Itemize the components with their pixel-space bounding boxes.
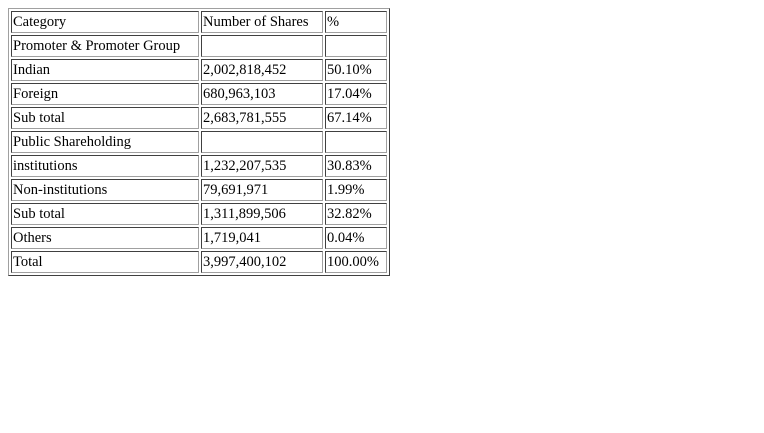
- row-category-cell: Sub total: [11, 107, 199, 129]
- shareholding-table-body: Category Number of Shares % Promoter & P…: [11, 11, 387, 273]
- header-category: Category: [11, 11, 199, 33]
- table-row: Sub total 1,311,899,506 32.82%: [11, 203, 387, 225]
- row-shares-cell: 2,002,818,452: [201, 59, 323, 81]
- row-category-cell: Total: [11, 251, 199, 273]
- row-category-cell: Non-institutions: [11, 179, 199, 201]
- row-shares-cell: 3,997,400,102: [201, 251, 323, 273]
- table-row: Indian 2,002,818,452 50.10%: [11, 59, 387, 81]
- row-shares-cell: 1,311,899,506: [201, 203, 323, 225]
- row-percent-cell: 30.83%: [325, 155, 387, 177]
- row-shares-cell: 79,691,971: [201, 179, 323, 201]
- row-shares-cell: 1,232,207,535: [201, 155, 323, 177]
- shareholding-table: Category Number of Shares % Promoter & P…: [8, 8, 390, 276]
- row-percent-cell: 50.10%: [325, 59, 387, 81]
- row-percent-cell: 0.04%: [325, 227, 387, 249]
- table-row: Public Shareholding: [11, 131, 387, 153]
- table-row: Total 3,997,400,102 100.00%: [11, 251, 387, 273]
- row-percent-cell: 1.99%: [325, 179, 387, 201]
- row-shares-cell: [201, 35, 323, 57]
- row-percent-cell: [325, 131, 387, 153]
- table-row: Others 1,719,041 0.04%: [11, 227, 387, 249]
- row-category-cell: Promoter & Promoter Group: [11, 35, 199, 57]
- row-shares-cell: 1,719,041: [201, 227, 323, 249]
- row-percent-cell: 100.00%: [325, 251, 387, 273]
- header-number-of-shares: Number of Shares: [201, 11, 323, 33]
- row-category-cell: Others: [11, 227, 199, 249]
- header-percent: %: [325, 11, 387, 33]
- row-category-cell: Sub total: [11, 203, 199, 225]
- row-shares-cell: 680,963,103: [201, 83, 323, 105]
- row-category-cell: institutions: [11, 155, 199, 177]
- row-percent-cell: 67.14%: [325, 107, 387, 129]
- row-category-cell: Public Shareholding: [11, 131, 199, 153]
- row-percent-cell: [325, 35, 387, 57]
- row-percent-cell: 32.82%: [325, 203, 387, 225]
- row-category-cell: Indian: [11, 59, 199, 81]
- row-percent-cell: 17.04%: [325, 83, 387, 105]
- row-shares-cell: 2,683,781,555: [201, 107, 323, 129]
- table-row: Sub total 2,683,781,555 67.14%: [11, 107, 387, 129]
- table-row: institutions 1,232,207,535 30.83%: [11, 155, 387, 177]
- row-category-cell: Foreign: [11, 83, 199, 105]
- row-shares-cell: [201, 131, 323, 153]
- table-row: Non-institutions 79,691,971 1.99%: [11, 179, 387, 201]
- table-header-row: Category Number of Shares %: [11, 11, 387, 33]
- table-row: Foreign 680,963,103 17.04%: [11, 83, 387, 105]
- table-row: Promoter & Promoter Group: [11, 35, 387, 57]
